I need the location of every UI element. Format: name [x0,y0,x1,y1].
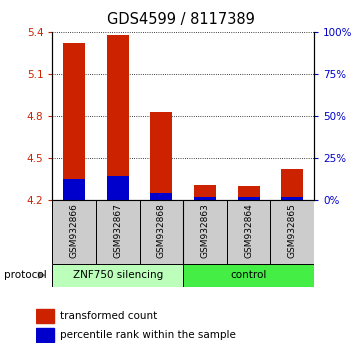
Bar [140,200,183,264]
Bar [107,176,129,200]
Text: GSM932866: GSM932866 [70,203,79,258]
Bar [63,43,85,200]
Bar [183,200,227,264]
Bar [183,264,314,287]
Text: percentile rank within the sample: percentile rank within the sample [60,330,236,340]
Bar [281,197,303,200]
Bar [281,169,303,200]
Bar [194,197,216,200]
Bar [151,193,172,200]
Text: GSM932865: GSM932865 [288,203,297,258]
Text: ZNF750 silencing: ZNF750 silencing [73,270,163,280]
Bar [107,35,129,200]
Text: GSM932868: GSM932868 [157,203,166,258]
Bar [151,112,172,200]
Text: GDS4599 / 8117389: GDS4599 / 8117389 [106,12,255,27]
Text: transformed count: transformed count [60,311,157,321]
Bar [270,200,314,264]
Bar [194,184,216,200]
Bar [96,200,140,264]
Bar [36,328,53,342]
Bar [36,309,53,323]
Bar [227,200,270,264]
Text: GSM932867: GSM932867 [113,203,122,258]
Text: GSM932864: GSM932864 [244,203,253,258]
Text: GSM932863: GSM932863 [200,203,209,258]
Bar [63,179,85,200]
Text: control: control [230,270,267,280]
Bar [52,200,96,264]
Bar [52,264,183,287]
Bar [238,197,260,200]
Bar [238,186,260,200]
Text: protocol: protocol [4,270,46,280]
